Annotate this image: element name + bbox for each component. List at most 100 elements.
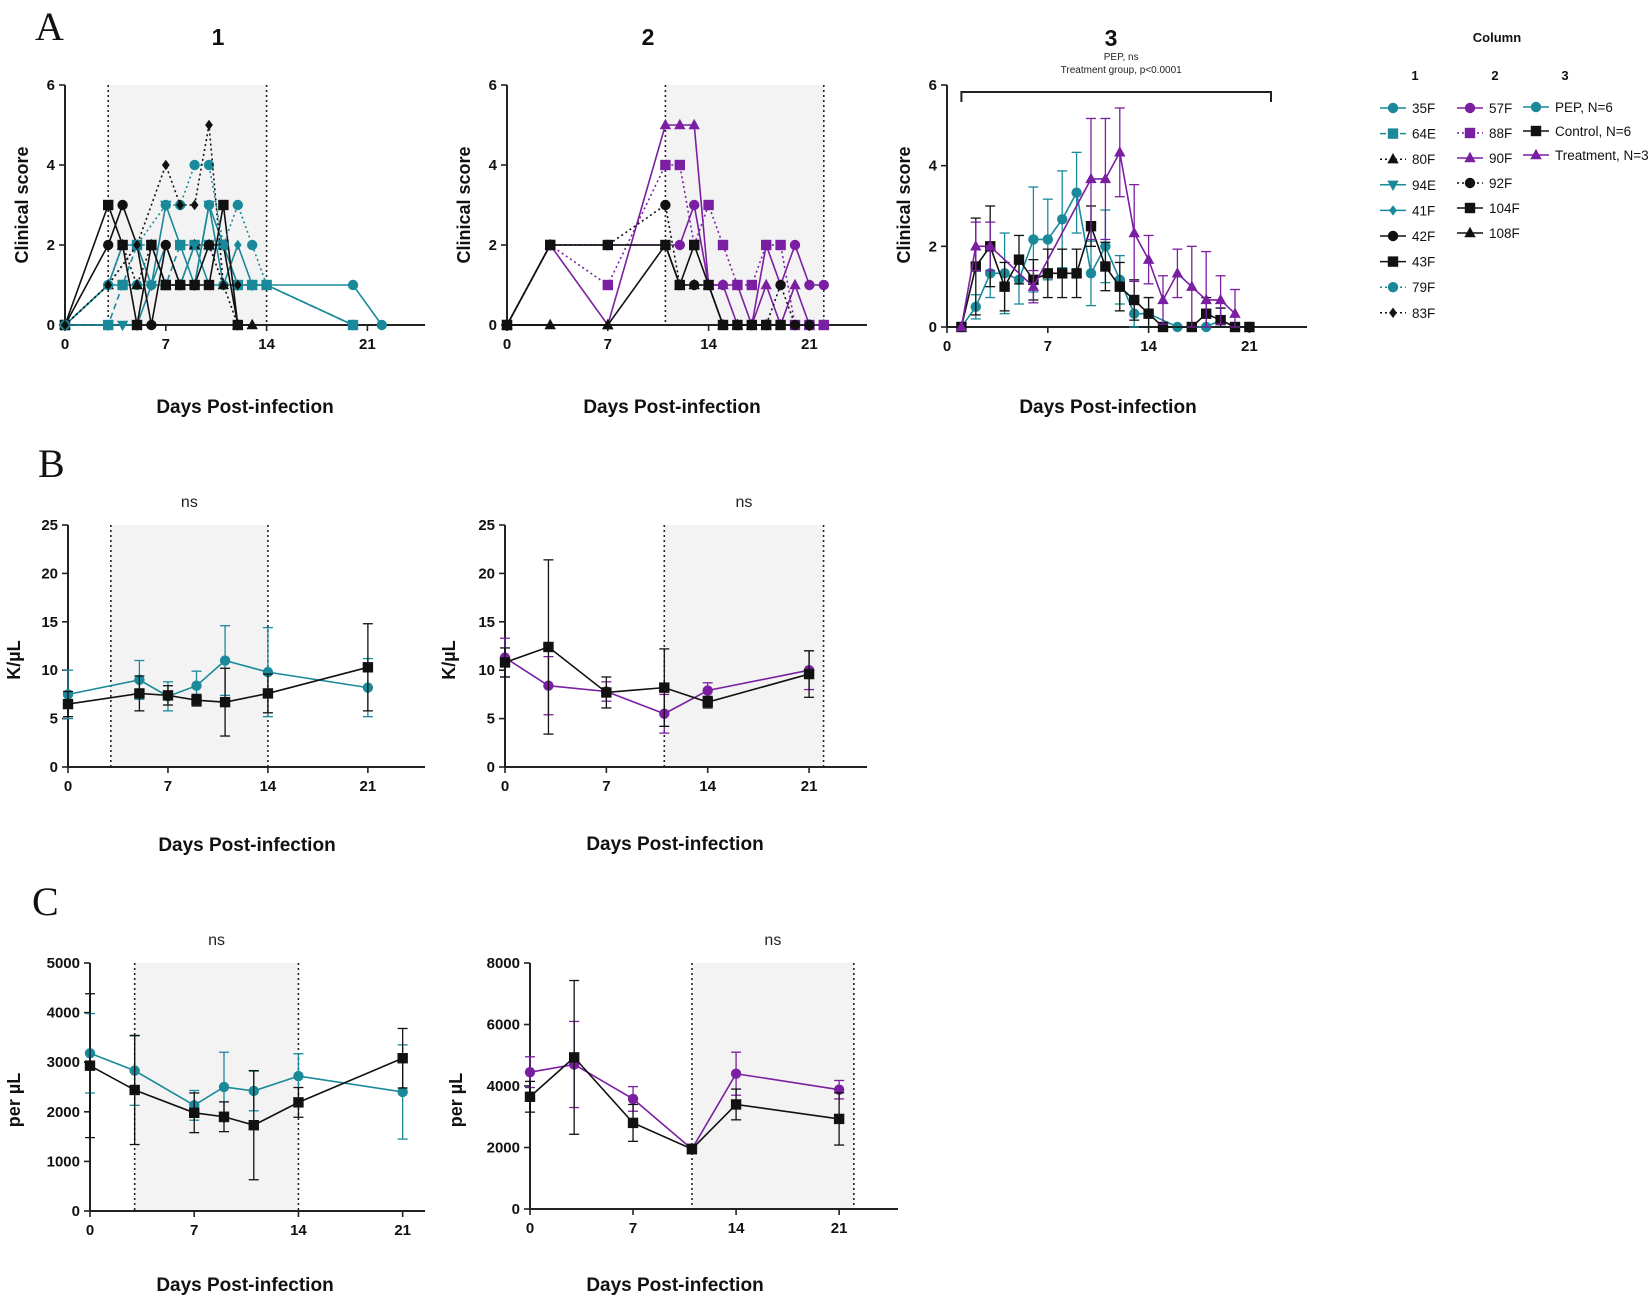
legend-marker <box>1464 102 1476 114</box>
data-point <box>1244 321 1255 333</box>
y-tick-label: 10 <box>478 662 495 679</box>
data-point <box>397 1053 408 1064</box>
x-tick-label: 0 <box>943 338 951 355</box>
x-tick-label: 21 <box>831 1220 848 1237</box>
data-point <box>261 279 272 291</box>
data-point <box>602 318 614 330</box>
data-point <box>568 1052 580 1063</box>
x-tick-label: 0 <box>503 336 511 353</box>
legend-label: Treatment, N=3 <box>1555 148 1649 163</box>
data-point <box>1157 321 1169 333</box>
x-tick-label: 0 <box>64 778 72 795</box>
data-point <box>1186 280 1198 291</box>
legend-marker <box>1464 127 1476 139</box>
data-point <box>602 239 613 251</box>
data-point <box>818 279 829 291</box>
data-point <box>775 319 786 331</box>
data-point <box>133 239 141 251</box>
data-point <box>999 281 1010 292</box>
data-point <box>189 1107 200 1118</box>
significance-label: ns <box>208 932 225 949</box>
legend-marker <box>1464 151 1476 163</box>
data-point <box>1143 308 1154 319</box>
data-point <box>293 1070 304 1082</box>
legend-marker <box>1387 102 1399 114</box>
y-axis-label: per µL <box>4 1073 24 1127</box>
panel-letter: C <box>32 879 59 924</box>
data-point <box>970 240 982 251</box>
legend-item: 35F <box>1380 101 1435 116</box>
data-point <box>84 1060 96 1071</box>
infection-shade <box>134 963 299 1211</box>
y-tick-label: 25 <box>41 517 58 534</box>
data-point <box>205 119 213 131</box>
data-point <box>1200 293 1212 305</box>
panel-title: 1 <box>212 24 225 50</box>
y-tick-label: 4 <box>489 157 498 174</box>
data-point <box>818 318 830 330</box>
data-point <box>545 239 556 251</box>
x-tick-label: 7 <box>602 778 610 795</box>
data-point <box>247 239 258 251</box>
data-point <box>501 318 513 330</box>
legend-label: 94E <box>1412 178 1436 193</box>
data-point <box>717 318 729 330</box>
data-point <box>134 688 145 699</box>
data-point <box>601 687 612 698</box>
infection-shade <box>691 963 854 1209</box>
x-tick-label: 14 <box>1140 338 1157 355</box>
legend-marker <box>1464 177 1476 189</box>
legend-label: 57F <box>1489 101 1512 116</box>
x-axis-label: Days Post-infection <box>1019 397 1196 418</box>
y-tick-label: 6 <box>489 77 497 94</box>
y-tick-label: 0 <box>487 759 495 776</box>
x-tick-label: 0 <box>61 336 69 353</box>
y-tick-label: 20 <box>478 565 495 582</box>
y-tick-label: 10 <box>41 662 58 679</box>
data-point <box>730 1099 742 1110</box>
x-tick-label: 7 <box>162 336 170 353</box>
legend-marker <box>1530 101 1542 113</box>
data-point <box>544 318 556 330</box>
y-axis-label: K/µL <box>439 640 459 679</box>
series-control <box>84 993 408 1181</box>
data-point <box>104 279 113 291</box>
series-control <box>524 979 845 1155</box>
data-point <box>203 159 215 171</box>
series-83f <box>61 119 242 331</box>
data-point <box>524 1091 536 1102</box>
data-point <box>761 239 772 251</box>
data-point <box>1129 294 1140 306</box>
data-point <box>117 239 128 251</box>
data-point <box>131 319 143 331</box>
legend-item: Treatment, N=3 <box>1523 148 1649 163</box>
x-axis-label: Days Post-infection <box>156 397 333 418</box>
data-point <box>347 279 359 291</box>
data-point <box>1100 261 1111 272</box>
data-point <box>1042 234 1054 245</box>
legend-marker <box>1387 256 1399 267</box>
data-point <box>1085 268 1097 279</box>
panel-title: 2 <box>642 24 655 50</box>
data-point <box>1013 254 1025 265</box>
series-control <box>499 559 815 735</box>
data-point <box>732 279 743 291</box>
data-point <box>1057 214 1068 225</box>
data-point <box>702 696 713 708</box>
y-tick-label: 6000 <box>487 1017 520 1034</box>
series-43f <box>59 199 243 331</box>
legend-label: 104F <box>1489 201 1520 216</box>
data-point <box>627 1117 639 1129</box>
legend-item: 88F <box>1457 126 1512 141</box>
y-axis-label: Clinical score <box>12 146 32 263</box>
data-point <box>293 1097 304 1108</box>
x-axis-label: Days Post-infection <box>158 835 335 856</box>
x-tick-label: 21 <box>801 778 818 795</box>
data-point <box>102 320 114 332</box>
data-point <box>218 1111 230 1122</box>
significance-label: ns <box>764 932 781 949</box>
legend-item: PEP, N=6 <box>1523 100 1613 115</box>
data-point <box>1099 172 1112 184</box>
data-point <box>129 1084 140 1096</box>
legend-label: 83F <box>1412 306 1435 321</box>
